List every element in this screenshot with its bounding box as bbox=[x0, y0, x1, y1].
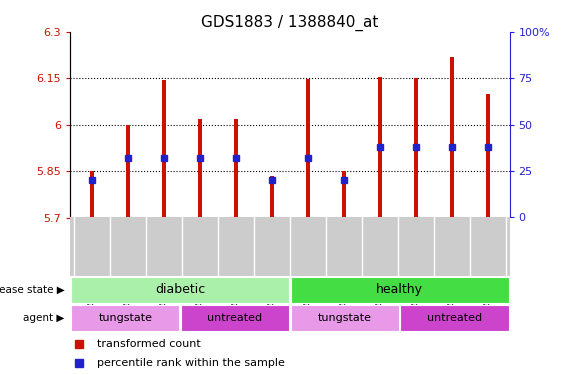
Bar bbox=[71, 305, 180, 331]
Bar bbox=[126, 124, 130, 217]
Bar bbox=[181, 305, 289, 331]
Bar bbox=[342, 171, 346, 217]
Bar bbox=[90, 171, 94, 217]
Text: transformed count: transformed count bbox=[97, 339, 200, 349]
Text: untreated: untreated bbox=[208, 313, 262, 323]
Bar bbox=[486, 94, 490, 218]
Text: diabetic: diabetic bbox=[155, 283, 205, 296]
Bar bbox=[162, 80, 166, 218]
Bar bbox=[198, 118, 202, 218]
Bar bbox=[450, 57, 454, 217]
Bar bbox=[234, 118, 238, 218]
Bar bbox=[414, 78, 418, 218]
Title: GDS1883 / 1388840_at: GDS1883 / 1388840_at bbox=[201, 14, 379, 30]
Text: tungstate: tungstate bbox=[318, 313, 372, 323]
Text: tungstate: tungstate bbox=[99, 313, 152, 323]
Bar bbox=[306, 79, 310, 218]
Bar bbox=[291, 277, 509, 303]
Text: healthy: healthy bbox=[376, 283, 423, 296]
Text: percentile rank within the sample: percentile rank within the sample bbox=[97, 358, 285, 368]
Bar bbox=[291, 305, 399, 331]
Text: agent ▶: agent ▶ bbox=[24, 313, 65, 323]
Bar bbox=[71, 277, 289, 303]
Bar bbox=[270, 176, 274, 218]
Bar bbox=[378, 77, 382, 218]
Text: untreated: untreated bbox=[427, 313, 482, 323]
Bar bbox=[400, 305, 509, 331]
Text: disease state ▶: disease state ▶ bbox=[0, 285, 65, 295]
